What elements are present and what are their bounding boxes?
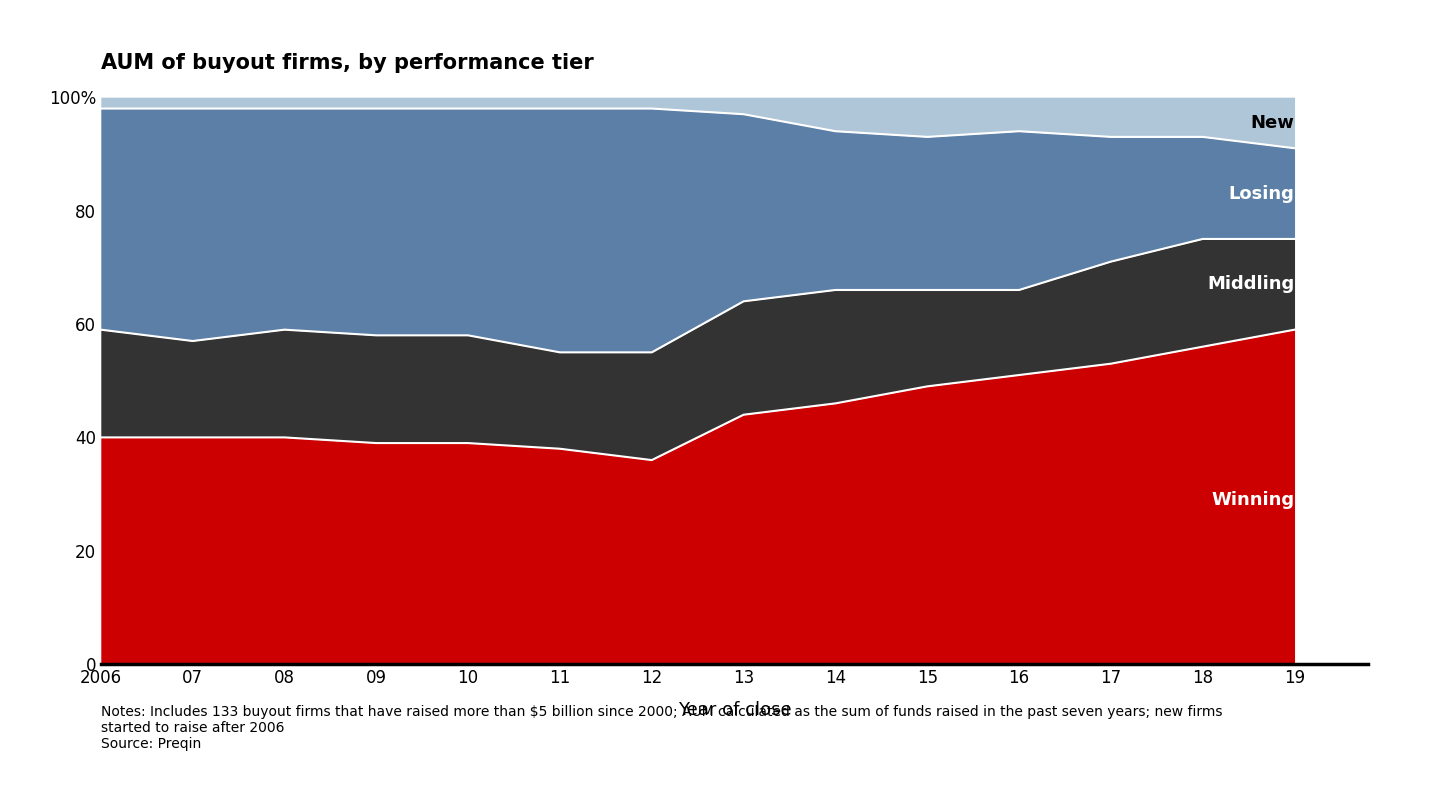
Text: Winning: Winning bbox=[1211, 491, 1295, 509]
Text: Middling: Middling bbox=[1207, 275, 1295, 293]
Text: New: New bbox=[1251, 113, 1295, 132]
Text: AUM of buyout firms, by performance tier: AUM of buyout firms, by performance tier bbox=[101, 53, 593, 73]
X-axis label: Year of close: Year of close bbox=[678, 701, 791, 719]
Text: Notes: Includes 133 buyout firms that have raised more than $5 billion since 200: Notes: Includes 133 buyout firms that ha… bbox=[101, 705, 1223, 751]
Text: Losing: Losing bbox=[1228, 185, 1295, 202]
